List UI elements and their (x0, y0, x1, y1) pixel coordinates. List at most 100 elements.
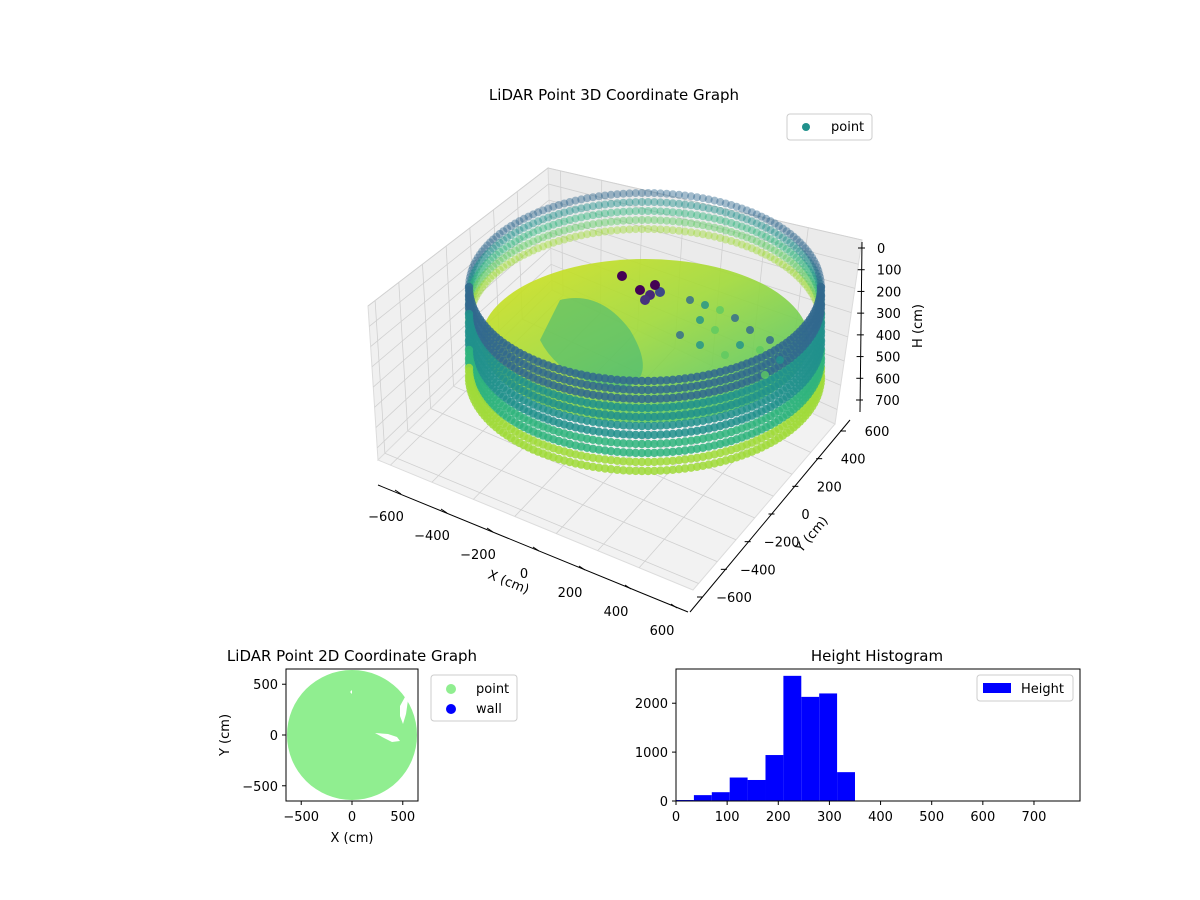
wall-point (625, 198, 634, 207)
grid-line (374, 247, 551, 408)
wall-point (619, 394, 628, 403)
scatter-point (716, 306, 724, 314)
wall-point (662, 412, 671, 421)
wall-point (644, 216, 653, 224)
wall-point (662, 457, 671, 466)
gap-notch-north (350, 690, 352, 694)
wall-point (668, 402, 677, 411)
wall-point (560, 208, 569, 217)
wall-point (656, 430, 665, 439)
wall-point (473, 289, 482, 298)
wall-point (757, 239, 766, 248)
wall-point (489, 244, 498, 253)
wall-point (507, 249, 516, 257)
wall-point (625, 448, 634, 457)
wall-point (687, 210, 696, 219)
wall-point (499, 227, 508, 236)
wall-point (583, 194, 592, 203)
wall-point (681, 227, 689, 236)
wall-point (625, 216, 634, 225)
legend-2d: point wall (430, 674, 518, 722)
wall-point (686, 409, 696, 418)
wall-point (742, 224, 751, 233)
wall-point (721, 199, 730, 208)
wall-point (625, 466, 634, 475)
wall-point (752, 246, 761, 255)
grid-line (445, 246, 454, 387)
scatter-point (761, 371, 769, 379)
wall-point (631, 448, 640, 458)
wall-point (686, 391, 696, 400)
wall-point (644, 225, 653, 233)
wall-point (519, 241, 528, 250)
wall-point (637, 430, 647, 440)
y-tick-label: 0 (801, 508, 809, 523)
wall-point (806, 259, 815, 268)
y-tick-label: −200 (764, 536, 800, 551)
wall-point (519, 214, 528, 223)
wall-point (625, 412, 634, 421)
wall-point (650, 216, 659, 225)
wall-point (483, 277, 492, 286)
wall-point (601, 200, 609, 209)
wall-point (774, 222, 783, 230)
wall-point (650, 189, 659, 198)
z-tick-label: 300 (876, 307, 901, 322)
wall-point (534, 235, 543, 244)
wall-point (619, 225, 628, 234)
wall-point (766, 217, 775, 226)
wall-point (687, 192, 696, 201)
wall-point (662, 403, 671, 412)
wall-point (737, 204, 746, 213)
wall-point (480, 253, 489, 262)
x-tick-label: 0 (672, 810, 680, 825)
wall-point (757, 230, 766, 239)
wall-point (631, 225, 640, 234)
histogram-bar (783, 675, 802, 801)
grid-line (372, 231, 551, 388)
wall-point (489, 271, 498, 280)
wall-point (747, 226, 756, 235)
z-tick-label: 200 (876, 285, 901, 300)
wall-point (589, 202, 597, 211)
scatter-point (711, 326, 719, 334)
wall-point (650, 430, 659, 440)
chart-3d-title: LiDAR Point 3D Coordinate Graph (489, 86, 739, 104)
wall-point (710, 196, 719, 205)
wall-point (770, 237, 779, 246)
wall-point (656, 421, 665, 430)
wall-point (529, 219, 538, 228)
wall-point (662, 225, 671, 234)
wall-point (600, 464, 610, 473)
wall-point (637, 421, 647, 431)
wall-point (644, 207, 653, 215)
wall-point (662, 189, 671, 198)
wall-point (808, 253, 817, 262)
wall-point (656, 216, 665, 225)
wall-point (806, 286, 815, 295)
wall-point (766, 244, 775, 253)
gap-notch-south (375, 733, 400, 742)
wall-point (798, 268, 807, 277)
wall-point (613, 447, 622, 456)
wall-point (472, 265, 480, 274)
wall-point (480, 262, 489, 271)
wall-point (529, 210, 538, 219)
wall-point (774, 249, 783, 257)
grid-line (369, 183, 549, 327)
wall-point (589, 220, 597, 229)
wall-point (789, 250, 798, 259)
histogram-frame (675, 668, 1081, 802)
wall-point (472, 283, 480, 292)
wall-point (486, 247, 495, 256)
wall-point (650, 207, 659, 216)
chart-3d: LiDAR Point 3D Coordinate Graph −600 −400… (367, 86, 926, 639)
wall-point (464, 291, 474, 301)
wall-point (742, 215, 751, 224)
chart-2d: LiDAR Point 2D Coordinate Graph −500 0 500… (218, 647, 518, 846)
wall-point (594, 219, 603, 228)
wall-point (704, 213, 713, 222)
y-tick-label: 2000 (635, 697, 668, 712)
wall-point (503, 233, 512, 242)
